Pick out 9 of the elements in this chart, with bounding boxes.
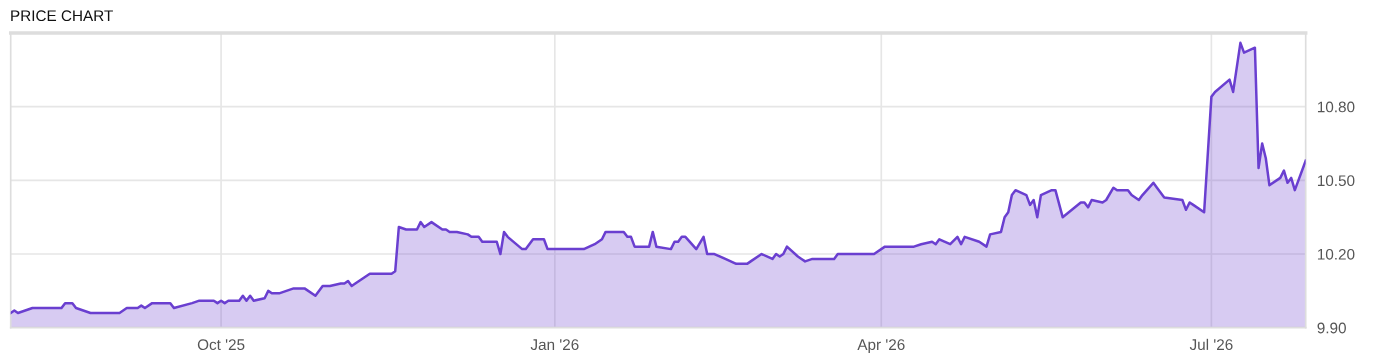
y-tick-label: 9.90 bbox=[1317, 322, 1346, 334]
x-tick-label: Jan '26 bbox=[530, 339, 579, 351]
x-tick-label: Apr '26 bbox=[857, 339, 905, 354]
chart-title: PRICE CHART bbox=[11, 10, 113, 22]
y-tick-label: 10.50 bbox=[1317, 175, 1355, 187]
x-tick-label: Jul '26 bbox=[1189, 338, 1233, 351]
x-tick-label: Oct '25 bbox=[197, 339, 245, 351]
y-tick-label: 10.20 bbox=[1317, 248, 1355, 260]
y-tick-label: 10.80 bbox=[1317, 101, 1355, 113]
